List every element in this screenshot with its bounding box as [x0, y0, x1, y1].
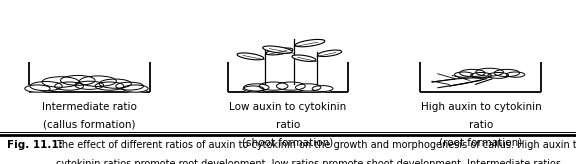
Text: Low auxin to cytokinin: Low auxin to cytokinin: [229, 102, 347, 112]
Ellipse shape: [263, 46, 292, 53]
Text: cytokinin ratios promote root development, low ratios promote shoot development.: cytokinin ratios promote root developmen…: [56, 159, 562, 164]
Text: The effect of different ratios of auxin to cytokinin on the growth and morphogen: The effect of different ratios of auxin …: [56, 140, 576, 150]
Ellipse shape: [237, 53, 264, 60]
Circle shape: [30, 82, 62, 91]
Text: (root formation): (root formation): [439, 138, 522, 148]
Text: (callus formation): (callus formation): [43, 120, 135, 130]
Ellipse shape: [266, 48, 293, 55]
Circle shape: [116, 82, 143, 90]
Text: ratio: ratio: [276, 120, 300, 130]
Circle shape: [60, 75, 95, 85]
Circle shape: [471, 72, 491, 78]
Circle shape: [75, 81, 104, 89]
Circle shape: [79, 76, 116, 86]
Circle shape: [259, 82, 288, 90]
Circle shape: [312, 86, 333, 92]
Circle shape: [460, 69, 485, 77]
Text: Intermediate ratio: Intermediate ratio: [42, 102, 137, 112]
Circle shape: [243, 86, 264, 92]
Text: ratio: ratio: [469, 120, 493, 130]
Circle shape: [25, 85, 50, 92]
Ellipse shape: [295, 39, 325, 47]
Circle shape: [476, 68, 503, 76]
Circle shape: [95, 82, 124, 90]
Ellipse shape: [317, 50, 342, 57]
Ellipse shape: [292, 55, 316, 62]
Circle shape: [488, 72, 509, 78]
Text: (shoot formation): (shoot formation): [242, 138, 334, 148]
Circle shape: [99, 79, 131, 88]
Circle shape: [55, 82, 84, 90]
Circle shape: [454, 72, 473, 77]
Circle shape: [42, 77, 79, 87]
Circle shape: [295, 84, 321, 91]
Text: High auxin to cytokinin: High auxin to cytokinin: [420, 102, 541, 112]
Circle shape: [123, 85, 148, 92]
Text: Fig. 11.1:: Fig. 11.1:: [7, 140, 63, 150]
Circle shape: [506, 72, 525, 77]
Circle shape: [244, 84, 269, 91]
Circle shape: [276, 82, 305, 90]
Circle shape: [494, 69, 520, 77]
